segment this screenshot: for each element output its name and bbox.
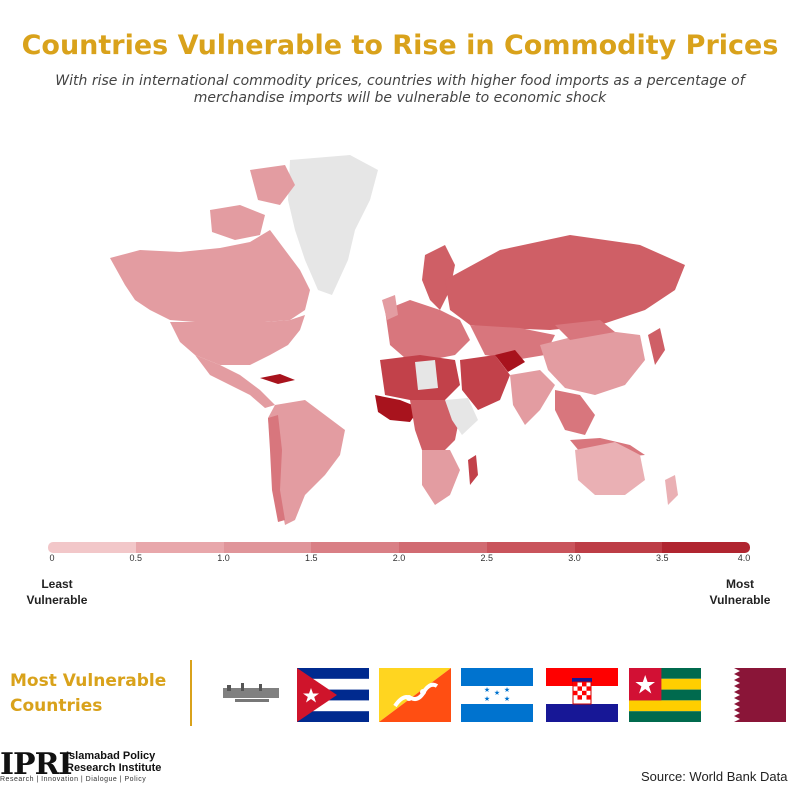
page-subtitle: With rise in international commodity pri… <box>55 73 745 106</box>
svg-text:★: ★ <box>484 686 490 694</box>
org-name-line1: Islamabad Policy <box>66 750 156 762</box>
legend-segment <box>399 542 487 553</box>
caribbean-region <box>260 374 295 384</box>
central-america-region <box>195 355 275 408</box>
japan-region <box>648 328 665 365</box>
east-asia-region <box>540 330 645 395</box>
central-asia-region <box>470 325 555 360</box>
svg-text:★: ★ <box>504 695 510 703</box>
legend-low-label: Least Vulnerable <box>26 577 88 607</box>
legend-tick-label: 3.0 <box>568 553 581 563</box>
legend-segment <box>311 542 399 553</box>
australia-region <box>575 442 645 495</box>
arctic-islands-region-2 <box>250 165 295 205</box>
legend-tick-label: 1.0 <box>217 553 230 563</box>
greenland-region <box>288 155 378 295</box>
org-name-line2: Research Institute <box>66 762 162 774</box>
legend-tick-label: 2.5 <box>480 553 494 563</box>
org-tagline: Research | Innovation | Dialogue | Polic… <box>0 776 147 783</box>
mongolia-region <box>555 320 615 340</box>
legend-segment <box>662 542 750 553</box>
arctic-islands-region <box>210 205 265 240</box>
legend-segment <box>223 542 312 553</box>
afghanistan-flag-icon <box>215 668 287 722</box>
page-title: Countries Vulnerable to Rise in Commodit… <box>21 30 779 61</box>
madagascar-region <box>468 455 478 485</box>
legend-tick-label: 2.0 <box>392 553 406 563</box>
uk-region <box>382 295 398 320</box>
legend-tick-label: 0 <box>49 553 55 563</box>
svg-text:★: ★ <box>484 695 490 703</box>
croatia-flag-icon <box>546 668 618 722</box>
new-zealand-region <box>665 475 678 505</box>
most-vulnerable-title: Most Vulnerable Countries <box>10 671 167 716</box>
usa-region <box>170 315 305 365</box>
qatar-flag-icon <box>714 668 786 722</box>
southern-africa-region <box>422 450 460 505</box>
section-divider <box>190 660 192 726</box>
europe-region <box>385 300 470 360</box>
legend-tick-label: 3.5 <box>655 553 669 563</box>
svg-text:★: ★ <box>494 689 500 697</box>
andes-region <box>268 415 285 522</box>
west-africa-region <box>375 395 420 422</box>
world-choropleth-map <box>110 155 685 525</box>
org-name: Islamabad Policy Research Institute <box>66 750 161 774</box>
legend-tick-label: 0.5 <box>129 553 143 563</box>
svg-text:★: ★ <box>504 686 510 694</box>
south-asia-region <box>510 370 555 425</box>
honduras-flag-icon: ★ ★ ★ ★ ★ <box>461 668 533 722</box>
southeast-asia-region <box>555 390 595 435</box>
legend-tick-label: 1.5 <box>304 553 318 563</box>
libya-region <box>415 360 438 390</box>
legend-segment <box>135 542 224 553</box>
afghanistan-region <box>495 350 525 372</box>
legend-segment <box>486 542 575 553</box>
bhutan-flag-icon <box>379 668 451 722</box>
russia-region <box>445 235 685 330</box>
east-africa-region <box>445 398 478 435</box>
legend-tick-label: 4.0 <box>737 553 751 563</box>
legend-high-label: Most Vulnerable <box>709 577 771 607</box>
legend-segment <box>48 542 136 553</box>
central-africa-region <box>410 400 460 455</box>
togo-flag-icon <box>629 668 701 722</box>
cuba-flag-icon <box>297 668 369 722</box>
source-note: Source: World Bank Data <box>641 769 788 784</box>
scandinavia-region <box>422 245 455 310</box>
ipri-logo: IPRI <box>0 747 73 782</box>
legend-color-scale <box>48 542 750 553</box>
south-america-region <box>268 400 345 525</box>
middle-east-region <box>460 355 510 410</box>
legend-segment <box>574 542 663 553</box>
north-america-north-region <box>110 230 310 322</box>
